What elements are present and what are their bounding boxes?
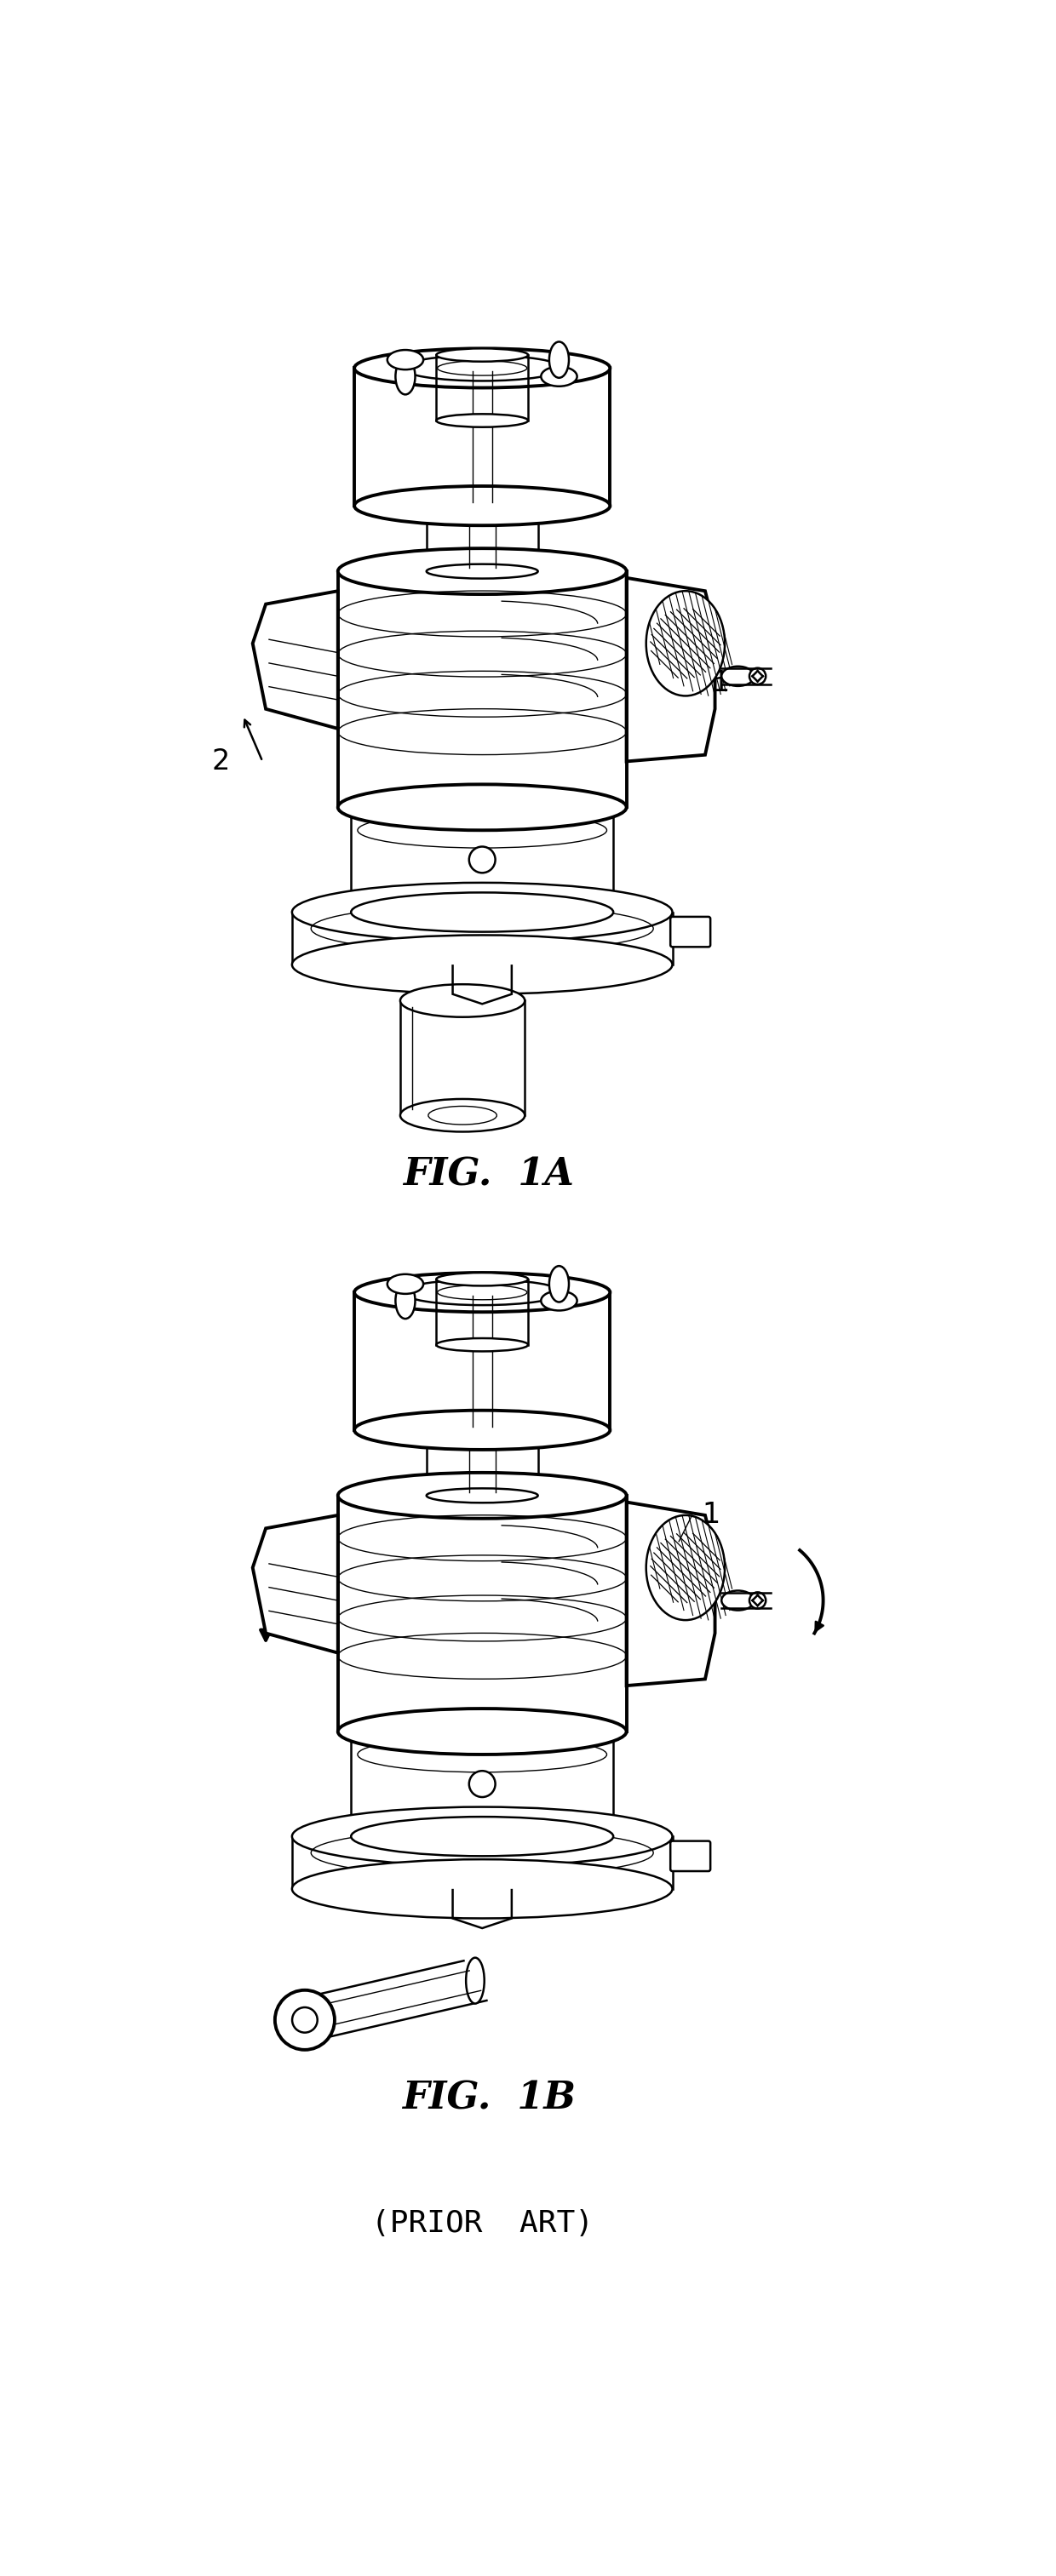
Circle shape xyxy=(469,1770,495,1798)
Ellipse shape xyxy=(351,891,614,933)
Ellipse shape xyxy=(293,2007,318,2032)
Ellipse shape xyxy=(466,1958,485,2004)
Ellipse shape xyxy=(388,1275,423,1293)
Ellipse shape xyxy=(750,1592,766,1607)
Ellipse shape xyxy=(351,788,614,827)
Ellipse shape xyxy=(293,1860,673,1919)
Ellipse shape xyxy=(541,1291,577,1311)
Polygon shape xyxy=(626,577,715,762)
Ellipse shape xyxy=(338,549,626,595)
Ellipse shape xyxy=(396,358,415,394)
Ellipse shape xyxy=(293,1806,673,1865)
Ellipse shape xyxy=(275,1991,335,2050)
Ellipse shape xyxy=(721,667,754,685)
Ellipse shape xyxy=(355,1409,610,1450)
FancyBboxPatch shape xyxy=(671,917,711,948)
Polygon shape xyxy=(252,1515,338,1654)
Ellipse shape xyxy=(355,1273,610,1311)
Text: 2: 2 xyxy=(211,747,230,775)
Ellipse shape xyxy=(355,348,610,389)
Polygon shape xyxy=(626,1502,715,1685)
Ellipse shape xyxy=(396,1283,415,1319)
Circle shape xyxy=(469,848,495,873)
Ellipse shape xyxy=(338,1708,626,1754)
Ellipse shape xyxy=(549,343,569,379)
Ellipse shape xyxy=(427,1489,538,1502)
Ellipse shape xyxy=(437,361,527,376)
Ellipse shape xyxy=(400,1100,525,1131)
Ellipse shape xyxy=(436,1273,528,1285)
Ellipse shape xyxy=(541,366,577,386)
Ellipse shape xyxy=(549,1265,569,1301)
Ellipse shape xyxy=(338,783,626,829)
Ellipse shape xyxy=(429,1105,496,1126)
Ellipse shape xyxy=(427,1422,538,1437)
Ellipse shape xyxy=(646,1515,724,1620)
Ellipse shape xyxy=(427,497,538,515)
FancyBboxPatch shape xyxy=(671,1842,711,1870)
Ellipse shape xyxy=(402,1280,562,1306)
Ellipse shape xyxy=(427,564,538,580)
Ellipse shape xyxy=(750,667,766,685)
Ellipse shape xyxy=(436,415,528,428)
Text: FIG.  1A: FIG. 1A xyxy=(403,1157,574,1193)
Ellipse shape xyxy=(351,1816,614,1857)
Ellipse shape xyxy=(436,348,528,361)
Ellipse shape xyxy=(338,1473,626,1517)
Polygon shape xyxy=(252,590,338,729)
Ellipse shape xyxy=(388,350,423,368)
Ellipse shape xyxy=(437,1285,527,1301)
Ellipse shape xyxy=(355,487,610,526)
Ellipse shape xyxy=(293,884,673,943)
Text: 1: 1 xyxy=(712,670,730,696)
Ellipse shape xyxy=(293,935,673,994)
Ellipse shape xyxy=(721,1589,754,1610)
Ellipse shape xyxy=(402,355,562,381)
Ellipse shape xyxy=(646,590,724,696)
Ellipse shape xyxy=(351,1713,614,1752)
Text: (PRIOR  ART): (PRIOR ART) xyxy=(371,2208,593,2239)
Ellipse shape xyxy=(436,1340,528,1352)
Text: 1: 1 xyxy=(702,1502,720,1530)
Text: FIG.  1B: FIG. 1B xyxy=(402,2081,576,2117)
Ellipse shape xyxy=(400,984,525,1018)
